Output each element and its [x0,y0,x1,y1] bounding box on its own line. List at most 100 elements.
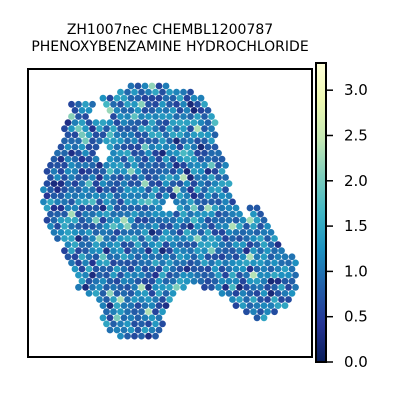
spot [208,259,215,267]
spot [82,259,89,267]
spot [61,186,68,194]
spot [85,143,93,151]
spot [148,253,156,261]
spot [222,198,229,206]
spot [232,277,240,285]
spot [281,253,289,261]
spot [106,155,114,163]
spot [145,100,152,108]
spot [71,180,79,188]
spot [155,326,163,334]
spot [229,235,236,242]
spot [204,192,212,200]
spot [218,192,226,200]
spot [236,247,243,255]
spot [138,332,145,340]
spot [232,229,240,236]
spot [159,113,166,120]
spot [92,241,100,249]
spot [194,222,201,230]
spot [180,186,187,194]
spot [57,168,65,175]
spot [113,155,121,163]
spot [99,265,107,273]
spot [218,253,226,261]
colorbar-tick-label: 2.5 [344,126,368,144]
spot [260,290,268,297]
spot [124,149,131,157]
spot [250,235,257,242]
spot [71,107,79,114]
spot [180,222,187,230]
spot [75,222,82,230]
spot [113,326,121,334]
spot [50,192,58,200]
spot [131,113,138,120]
spot [190,229,198,236]
spot [89,222,96,230]
spot [201,186,208,194]
spot [131,320,138,328]
spot [106,229,114,236]
spot [166,222,173,230]
spot [127,253,135,261]
spot [229,210,236,218]
spot [134,326,142,334]
spot [267,229,275,236]
spot [113,253,121,261]
spot [215,283,222,291]
spot [274,302,282,309]
spot [92,229,100,236]
spot [194,125,201,133]
spot [173,161,180,169]
spot [152,332,159,340]
spot [127,241,135,249]
spot [148,82,156,90]
spot [85,265,93,273]
spot [64,229,72,236]
spot [180,259,187,267]
spot [124,186,131,194]
spot [75,198,82,206]
spot [169,155,177,163]
spot [78,229,86,236]
spot [96,161,103,169]
spot [257,296,264,303]
spot [106,302,114,309]
spot [236,210,243,218]
spot [246,216,254,224]
spot [106,192,114,200]
spot [271,259,278,267]
spot [124,332,131,340]
spot [208,161,215,169]
spot [89,149,96,157]
spot [138,320,145,328]
spot [110,174,117,181]
spot [148,168,156,175]
spot [288,290,296,297]
spot [64,216,72,224]
spot [190,180,198,188]
spot [155,241,163,249]
spot [180,88,187,96]
spot [159,137,166,145]
spot [197,253,205,261]
spot [260,229,268,236]
spot [120,131,128,139]
spot [82,235,89,242]
spot [180,125,187,133]
spot [78,216,86,224]
spot [159,100,166,108]
spot [190,94,198,102]
spot [208,283,215,291]
spot [257,271,264,279]
spot [243,235,250,242]
spot [152,174,159,181]
spot [82,161,89,169]
spot [89,186,96,194]
spot [229,198,236,206]
spot [155,302,163,309]
spot [117,161,124,169]
spot [64,204,72,212]
spot [180,161,187,169]
